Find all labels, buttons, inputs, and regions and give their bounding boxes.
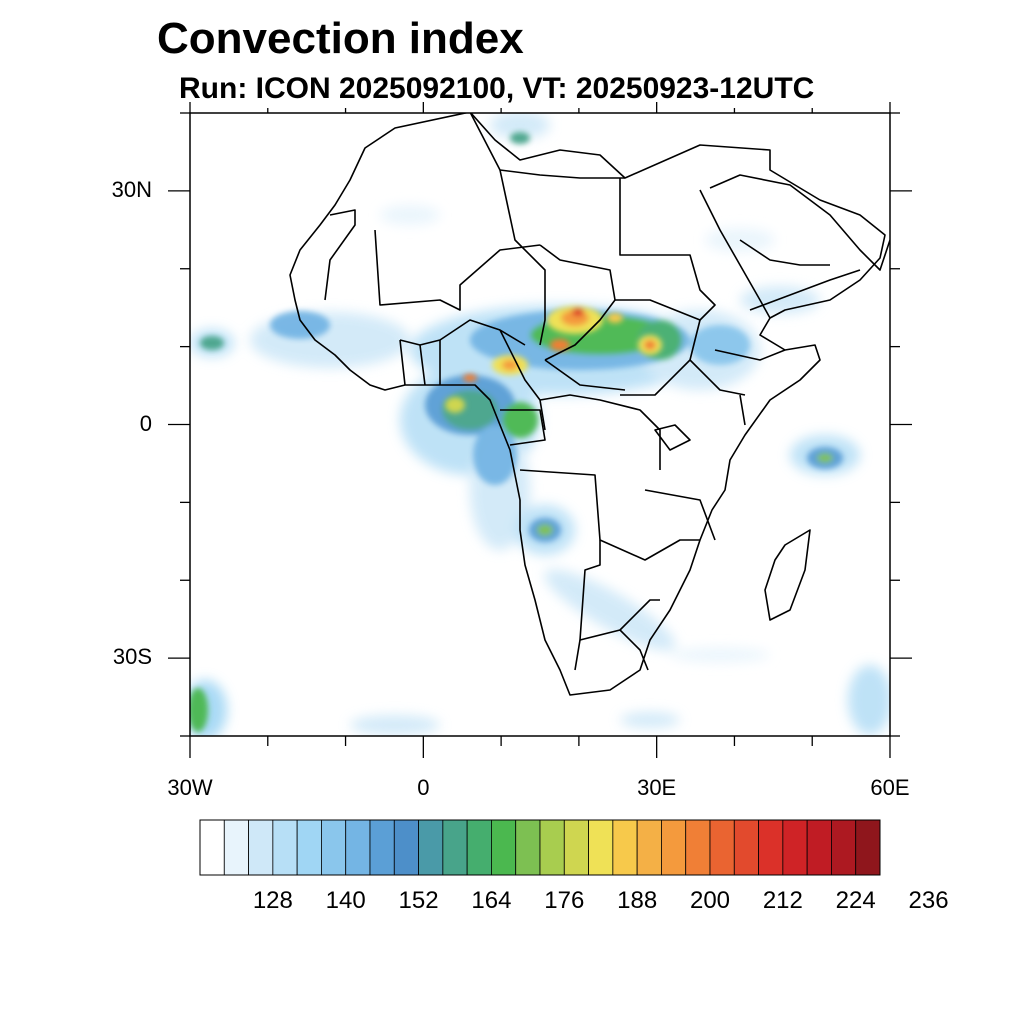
- lat-label-30n: 30N: [111, 176, 152, 202]
- colorbar-swatch: [223, 819, 249, 876]
- colorbar-swatch: [782, 819, 808, 876]
- mediterranean-coast: [469, 113, 625, 179]
- field-blob: [350, 715, 440, 735]
- colorbar-swatch: [491, 819, 517, 876]
- colorbar-outline: [199, 819, 881, 876]
- border: [689, 359, 746, 396]
- colorbar-label: 236: [908, 887, 949, 914]
- colorbar-swatch: [418, 819, 444, 876]
- lat-label-0: 0: [139, 410, 152, 436]
- colorbar-swatch: [563, 819, 589, 876]
- field-blob: [607, 313, 623, 323]
- border: [399, 339, 441, 386]
- colorbar-swatch: [612, 819, 638, 876]
- colorbar-swatch: [831, 819, 857, 876]
- colorbar-swatch: [806, 819, 832, 876]
- arabian-coast: [709, 174, 890, 271]
- colorbar-label: 188: [617, 887, 658, 914]
- coastlines-and-borders: [289, 113, 890, 696]
- axis-ticks: [168, 102, 912, 758]
- madagascar-island: [764, 529, 811, 621]
- colorbar: [199, 819, 881, 876]
- lon-label-60e: 60E: [870, 775, 910, 800]
- colorbar-swatch: [661, 819, 687, 876]
- colorbar-swatch: [199, 819, 225, 876]
- colorbar-label: 176: [544, 887, 585, 914]
- lon-label-30e: 30E: [637, 775, 677, 800]
- colorbar-swatch: [855, 819, 881, 876]
- colorbar-swatch: [466, 819, 492, 876]
- field-blob: [463, 374, 477, 382]
- field-blob: [817, 453, 833, 463]
- colorbar-swatch: [393, 819, 419, 876]
- border: [499, 169, 546, 346]
- colorbar-swatch: [369, 819, 395, 876]
- colorbar-swatch: [588, 819, 614, 876]
- field-blob: [380, 205, 440, 225]
- field-blob: [502, 360, 518, 370]
- field-blob: [550, 339, 570, 351]
- colorbar-swatch: [515, 819, 541, 876]
- border: [619, 178, 716, 321]
- field-blob: [620, 712, 680, 728]
- field-blob: [644, 340, 656, 350]
- colorbar-swatch: [296, 819, 322, 876]
- colorbar-swatch: [442, 819, 468, 876]
- colorbar-swatch: [345, 819, 371, 876]
- colorbar-swatch: [321, 819, 347, 876]
- field-blob: [190, 688, 208, 732]
- lon-label-30w: 30W: [167, 775, 213, 800]
- field-blob: [848, 665, 890, 735]
- border: [574, 629, 649, 671]
- border: [519, 469, 700, 561]
- field-blob: [490, 113, 550, 139]
- border: [739, 239, 830, 266]
- colorbar-swatch: [685, 819, 711, 876]
- field-blob: [510, 132, 530, 144]
- lake-victoria: [654, 424, 691, 451]
- colorbar-swatch: [758, 819, 784, 876]
- colorbar-label: 128: [252, 887, 293, 914]
- field-blob: [270, 311, 330, 339]
- lat-label-30s: 30S: [112, 644, 152, 670]
- colorbar-label: 200: [689, 887, 731, 914]
- border: [714, 349, 786, 426]
- colorbar-label: 152: [398, 887, 439, 914]
- colorbar-swatch: [636, 819, 662, 876]
- lon-label-0: 0: [417, 775, 430, 800]
- map-frame: [189, 112, 891, 737]
- field-blob: [200, 336, 224, 350]
- border: [324, 209, 356, 301]
- border: [500, 409, 546, 446]
- field-blob: [544, 569, 676, 651]
- convection-field: [190, 113, 890, 736]
- colorbar-label: 212: [762, 887, 803, 914]
- field-blob: [502, 402, 538, 438]
- border: [374, 229, 541, 311]
- africa-coastline: [289, 113, 886, 696]
- border: [539, 394, 661, 470]
- border: [615, 299, 701, 396]
- colorbar-swatch: [248, 819, 274, 876]
- colorbar-swatch: [709, 819, 735, 876]
- colorbar-swatch: [539, 819, 565, 876]
- border: [544, 359, 626, 391]
- field-blob: [690, 325, 750, 365]
- red-sea-coast: [699, 189, 771, 319]
- field-blob: [670, 648, 770, 662]
- field-blob: [572, 308, 584, 316]
- arabian-south-coast: [749, 269, 861, 311]
- field-blob: [537, 524, 553, 536]
- chart-subtitle: Run: ICON 2025092100, VT: 20250923-12UTC: [179, 72, 815, 105]
- field-blob: [445, 397, 465, 413]
- colorbar-swatch: [272, 819, 298, 876]
- colorbar-label: 140: [325, 887, 366, 914]
- colorbar-swatch: [733, 819, 759, 876]
- border: [499, 329, 546, 431]
- border: [644, 489, 716, 541]
- colorbar-label: 164: [471, 887, 512, 914]
- colorbar-label: 224: [835, 887, 876, 914]
- chart-title: Convection index: [157, 14, 524, 63]
